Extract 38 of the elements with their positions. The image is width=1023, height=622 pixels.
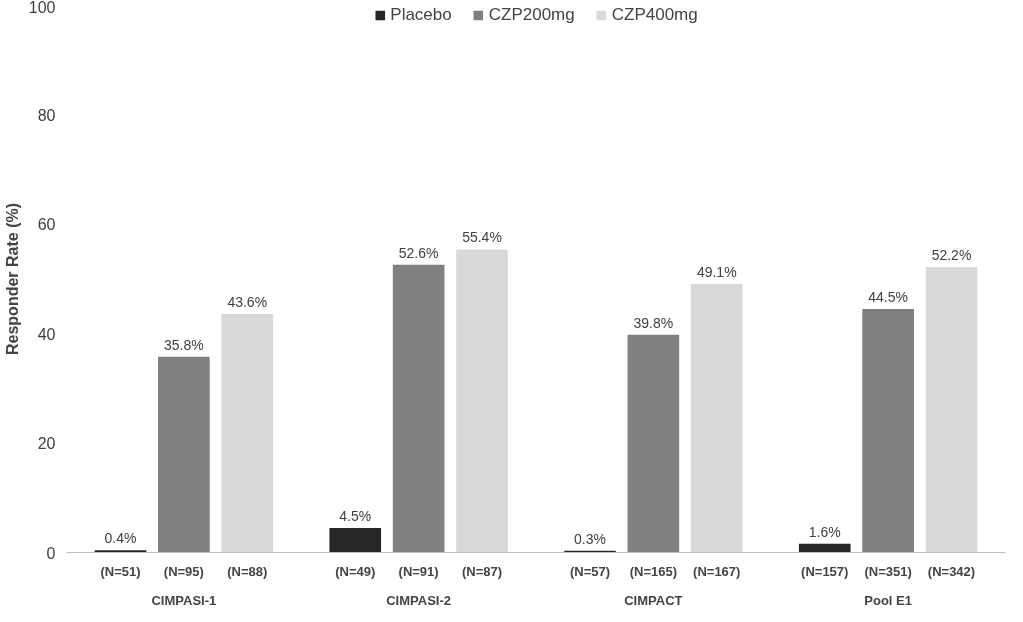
text: (N=49): [335, 563, 376, 579]
data-label: 0.3%: [574, 530, 606, 547]
text: (N=342): [927, 563, 976, 579]
legend-label: CZP200mg: [488, 5, 575, 25]
data-label: 0.4%: [104, 530, 137, 547]
data-label: 52.6%: [398, 244, 439, 261]
text: (N=167): [693, 563, 741, 579]
y-tick-label: 0: [46, 544, 56, 562]
y-tick-label: 80: [37, 106, 56, 124]
text: (N=87): [461, 563, 503, 579]
y-tick-label: 100: [28, 0, 56, 16]
x-tick-label: CIMPACT: [624, 592, 683, 608]
text: (N=157): [801, 563, 849, 579]
data-label: 39.8%: [633, 314, 674, 331]
text: (N=51): [100, 563, 141, 579]
text: (N=95): [163, 563, 204, 579]
data-label: 1.6%: [808, 523, 841, 540]
x-tick-label: Pool E1: [864, 592, 912, 608]
text: (N=351): [864, 563, 912, 579]
data-label: 52.2%: [931, 246, 972, 263]
y-axis-title: Responder Rate (%): [3, 202, 21, 356]
x-tick-label: CIMPASI-1: [151, 592, 217, 608]
data-label: 55.4%: [462, 229, 502, 246]
y-tick-label: 40: [37, 325, 56, 343]
y-tick-label: 60: [37, 216, 56, 234]
text: (N=91): [398, 563, 439, 579]
data-label: 35.8%: [164, 336, 204, 353]
y-tick-label: 20: [37, 435, 56, 453]
data-label: 4.5%: [339, 507, 372, 524]
x-tick-label: CIMPASI-2: [386, 592, 452, 608]
text: (N=165): [629, 563, 678, 579]
data-label: 49.1%: [696, 263, 737, 280]
data-label: 43.6%: [227, 294, 268, 311]
data-label: 44.5%: [868, 289, 908, 306]
legend-label: Placebo: [390, 5, 452, 25]
text: (N=88): [227, 563, 268, 579]
legend-label: CZP400mg: [611, 5, 698, 25]
text: (N=57): [569, 563, 611, 579]
